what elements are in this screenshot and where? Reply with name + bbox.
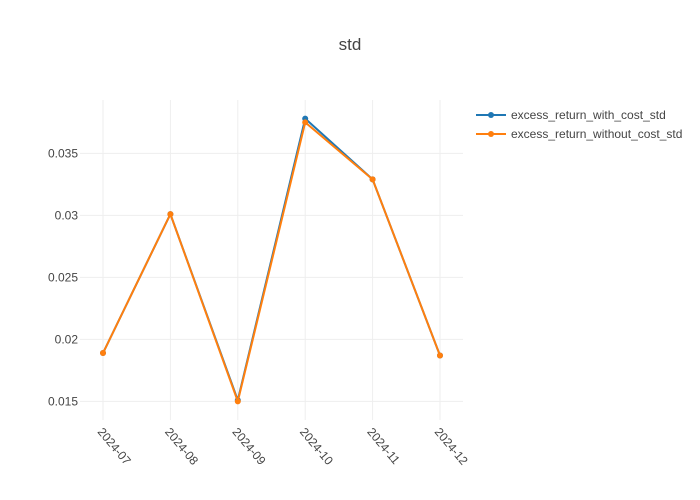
- series-1: [100, 119, 443, 405]
- chart-title: std: [339, 35, 362, 54]
- legend-swatch-marker: [488, 131, 494, 137]
- y-tick-label: 0.02: [55, 332, 79, 346]
- y-tick-label: 0.015: [48, 394, 78, 408]
- data-point[interactable]: [437, 352, 443, 359]
- series-line: [102, 121, 441, 403]
- x-tick-label: 2024-08: [162, 425, 201, 468]
- y-gridlines: [80, 152, 463, 402]
- y-tick-label: 0.03: [55, 208, 79, 222]
- data-point[interactable]: [234, 398, 241, 405]
- y-tick-label: 0.025: [48, 270, 78, 284]
- x-tick-label: 2024-10: [297, 425, 336, 468]
- legend-label: excess_return_with_cost_std: [511, 108, 666, 122]
- legend[interactable]: excess_return_with_cost_std excess_return…: [476, 108, 682, 141]
- x-tick-label: 2024-12: [432, 425, 471, 468]
- data-point[interactable]: [100, 350, 106, 357]
- series-group: [100, 115, 443, 405]
- x-tick-label: 2024-09: [230, 425, 269, 468]
- y-tick-label: 0.035: [48, 146, 78, 160]
- data-point[interactable]: [167, 211, 174, 218]
- x-tick-label: 2024-07: [95, 425, 134, 468]
- x-axis-tick-labels: 2024-07 2024-08 2024-09 2024-10 2024-11 2024-…: [95, 425, 471, 468]
- legend-label: excess_return_without_cost_std: [511, 127, 682, 141]
- data-point[interactable]: [302, 119, 309, 126]
- data-point[interactable]: [369, 176, 376, 183]
- legend-item-0[interactable]: excess_return_with_cost_std: [476, 108, 666, 122]
- legend-item-1[interactable]: excess_return_without_cost_std: [476, 127, 682, 141]
- y-axis-tick-labels: 0.015 0.02 0.025 0.03 0.035: [48, 146, 78, 408]
- x-tick-label: 2024-11: [364, 425, 403, 467]
- legend-swatch-marker: [488, 112, 494, 118]
